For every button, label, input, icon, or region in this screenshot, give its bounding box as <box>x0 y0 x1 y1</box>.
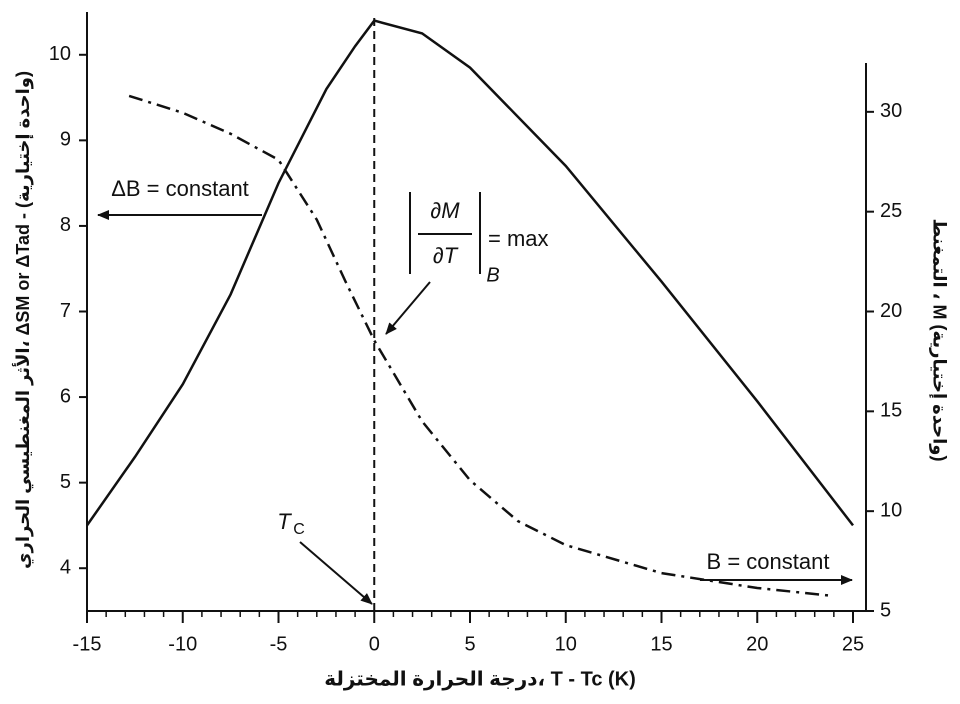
annotation: B = constant <box>707 549 830 574</box>
y-tick-label: 5 <box>60 471 71 493</box>
x-tick-label: -10 <box>168 633 197 655</box>
y-axis-label: الأثر المغنطيسي الحراري، ΔSM or ΔTad - (… <box>12 71 34 569</box>
annotation: ΔB = constant <box>111 176 249 201</box>
y-tick-label: 10 <box>49 43 71 65</box>
y2-tick-label: 30 <box>880 100 902 122</box>
arrow <box>385 281 431 335</box>
annotation: B <box>486 264 499 286</box>
y2-tick-label: 25 <box>880 200 902 222</box>
y2-tick-label: 15 <box>880 400 902 422</box>
x-tick-label: 20 <box>746 633 768 655</box>
x-axis-label: درجة الحرارة المختزلة، T - Tc (K) <box>324 668 636 690</box>
x-tick-label: -5 <box>270 633 288 655</box>
y-tick-label: 7 <box>60 300 71 322</box>
x-tick-label: 15 <box>650 633 672 655</box>
y-tick-label: 6 <box>60 385 71 407</box>
y2-tick-label: 10 <box>880 499 902 521</box>
annotation: ∂T <box>433 243 459 268</box>
annotation: = max <box>488 226 549 251</box>
x-tick-label: 25 <box>842 633 864 655</box>
annotation: ∂M <box>430 198 460 223</box>
x-tick-label: 0 <box>369 633 380 655</box>
annotation: T <box>277 509 292 534</box>
annotation: C <box>293 521 305 538</box>
arrow <box>299 541 373 605</box>
y2-tick-label: 20 <box>880 300 902 322</box>
x-tick-label: 10 <box>555 633 577 655</box>
y-tick-label: 8 <box>60 214 71 236</box>
y2-axis-label: التمغنط ، M (واحدة إختيارية) <box>928 219 949 462</box>
x-tick-label: 5 <box>464 633 475 655</box>
y-tick-label: 4 <box>60 556 71 578</box>
x-tick-label: -15 <box>73 633 102 655</box>
data-line <box>128 94 835 598</box>
y-tick-label: 9 <box>60 129 71 151</box>
data-line <box>85 19 854 527</box>
y2-tick-label: 5 <box>880 599 891 621</box>
